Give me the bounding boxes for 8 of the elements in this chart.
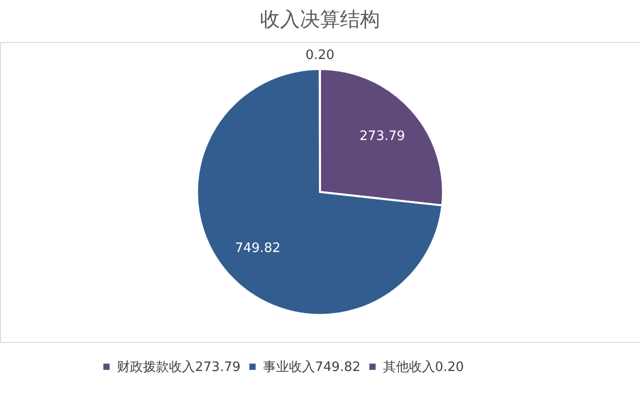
legend-label: 财政拨款收入273.79 xyxy=(117,360,240,375)
legend-label: 其他收入0.20 xyxy=(383,360,464,375)
chart-title: 收入决算结构 xyxy=(260,7,380,31)
legend-label: 事业收入749.82 xyxy=(263,360,360,375)
data-label: 0.20 xyxy=(305,48,334,63)
data-label: 273.79 xyxy=(360,129,406,144)
data-label: 749.82 xyxy=(234,240,280,256)
pie-slice xyxy=(196,68,444,316)
